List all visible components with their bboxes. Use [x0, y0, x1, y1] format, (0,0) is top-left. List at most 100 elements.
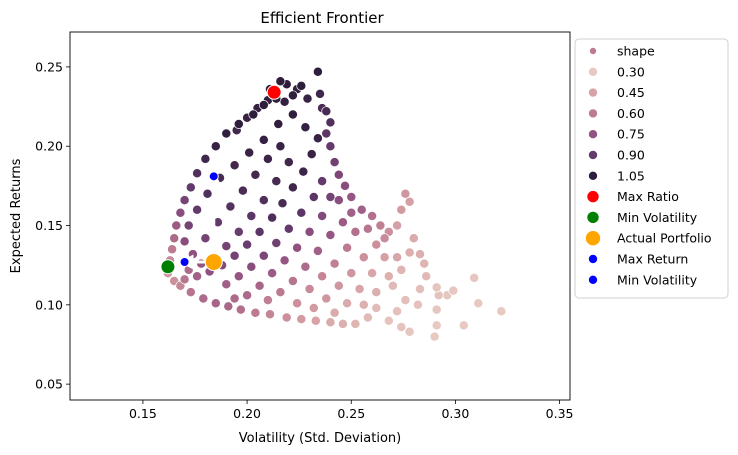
scatter-point	[342, 298, 353, 309]
scatter-point	[321, 106, 332, 117]
scatter-point	[267, 212, 278, 223]
scatter-point	[298, 166, 309, 177]
scatter-point	[325, 141, 336, 152]
x-tick-label: 0.15	[129, 406, 157, 421]
scatter-point	[412, 299, 423, 310]
plot-frame	[69, 31, 571, 401]
scatter-point	[237, 185, 248, 196]
scatter-point	[210, 141, 221, 152]
legend-label: Max Ratio	[617, 189, 679, 204]
scatter-point	[458, 320, 469, 331]
scatter-point	[275, 141, 286, 152]
x-tick-label: 0.20	[233, 406, 261, 421]
scatter-point	[325, 192, 336, 202]
scatter-point	[473, 298, 484, 309]
scatter-point	[198, 293, 209, 304]
scatter-point	[296, 80, 307, 91]
y-tick-label: 0.20	[35, 139, 63, 154]
y-tick-label: 0.15	[35, 218, 63, 233]
scatter-point	[325, 230, 336, 240]
highlight-marker	[204, 253, 223, 271]
scatter-point	[169, 233, 180, 244]
legend-marker	[588, 274, 598, 285]
legend: shape 0.30 0.45 0.60 0.75 0.90 1.05 Max Ratio Mi…	[574, 38, 729, 299]
scatter-point	[329, 157, 340, 168]
scatter-point	[396, 204, 407, 215]
scatter-point	[346, 192, 357, 202]
scatter-point	[358, 299, 369, 310]
scatter-point	[431, 282, 442, 293]
legend-marker	[588, 150, 598, 160]
scatter-point	[317, 211, 328, 221]
y-tick-label: 0.25	[35, 59, 63, 74]
scatter-point	[287, 90, 298, 101]
scatter-point	[404, 326, 415, 337]
scatter-point	[396, 264, 407, 275]
scatter-point	[321, 128, 332, 139]
scatter-point	[283, 157, 294, 168]
scatter-point	[431, 304, 442, 315]
legend-label: 1.05	[617, 168, 645, 183]
scatter-point	[183, 220, 194, 231]
legend-marker	[588, 129, 598, 139]
scatter-point	[315, 88, 325, 99]
scatter-point	[496, 306, 507, 317]
scatter-point	[337, 217, 348, 228]
legend-marker	[586, 211, 600, 224]
scatter-point	[431, 320, 442, 331]
scatter-point	[383, 315, 394, 326]
scatter-point	[175, 207, 186, 218]
legend-label: Min Volatility	[617, 210, 698, 225]
x-tick-label: 0.30	[441, 406, 469, 421]
legend-label: Min Volatility	[617, 272, 698, 287]
scatter-point	[310, 315, 321, 326]
legend-box	[574, 38, 729, 299]
scatter-point	[379, 233, 390, 244]
scatter-point	[404, 196, 415, 207]
x-tick-label: 0.35	[546, 406, 574, 421]
scatter-point	[304, 226, 315, 237]
scatter-point	[200, 233, 211, 244]
legend-label: 0.90	[617, 148, 645, 163]
scatter-point	[221, 128, 232, 139]
scatter-point	[279, 96, 290, 107]
scatter-point	[469, 272, 480, 283]
scatter-point	[302, 93, 313, 104]
scatter-point	[292, 298, 303, 309]
scatter-point	[171, 220, 182, 231]
scatter-point	[312, 245, 323, 256]
scatter-point	[229, 293, 240, 304]
scatter-point	[396, 322, 407, 332]
scatter-point	[371, 287, 382, 298]
scatter-point	[265, 309, 275, 320]
legend-marker	[588, 171, 598, 181]
scatter-point	[317, 176, 328, 187]
scatter-point	[246, 261, 257, 272]
legend-marker	[589, 47, 597, 55]
scatter-point	[415, 249, 425, 260]
scatter-point	[362, 312, 373, 323]
scatter-point	[371, 239, 382, 250]
scatter-point	[333, 280, 344, 291]
scatter-point	[340, 180, 350, 191]
scatter-point	[187, 249, 198, 260]
highlight-marker	[266, 84, 282, 100]
scatter-point	[296, 314, 307, 325]
scatter-point	[304, 284, 315, 294]
scatter-point	[196, 258, 207, 269]
scatter-point	[337, 318, 348, 329]
scatter-point	[223, 301, 234, 312]
scatter-point	[362, 223, 373, 234]
scatter-point	[221, 241, 232, 252]
scatter-point	[229, 160, 240, 171]
scatter-point	[329, 258, 340, 269]
scatter-point	[271, 176, 282, 187]
scatter-point	[375, 220, 386, 231]
chart-title: Efficient Frontier	[260, 9, 384, 27]
scatter-point	[250, 307, 261, 318]
scatter-point	[179, 274, 190, 285]
scatter-point	[258, 195, 269, 206]
legend-label: 0.75	[617, 127, 645, 142]
scatter-point	[185, 287, 196, 298]
scatter-point	[325, 117, 336, 128]
